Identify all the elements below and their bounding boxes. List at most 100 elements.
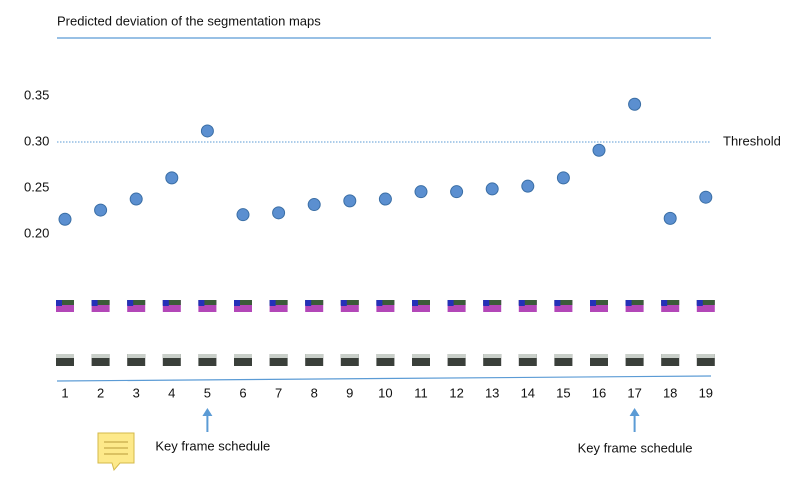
y-tick-label: 0.35 [24, 87, 49, 102]
note-icon [97, 432, 135, 472]
segmentation-thumbnail-sky [518, 300, 525, 306]
y-tick-label: 0.20 [24, 225, 49, 240]
annotation-label: Key frame schedule [155, 438, 270, 453]
segmentation-thumbnail-top [376, 300, 395, 305]
segmentation-thumbnail-sky [554, 300, 561, 306]
segmentation-thumbnail-sky [91, 300, 98, 306]
data-point [165, 171, 179, 185]
segmentation-thumbnail-sky [269, 300, 276, 306]
frame-thumbnail-sky [447, 354, 466, 358]
data-point [343, 194, 357, 208]
segmentation-thumbnail-top [590, 300, 608, 305]
chart-title: Predicted deviation of the segmentation … [57, 13, 321, 28]
frame-thumbnail-sky [340, 354, 359, 358]
segmentation-thumbnail-top [56, 300, 74, 305]
data-point [236, 208, 250, 222]
segmentation-thumbnail-sky [661, 300, 668, 306]
segmentation-thumbnail-sky [340, 300, 347, 306]
segmentation-thumbnail-sky [234, 300, 240, 306]
x-tick-label: 3 [133, 385, 140, 400]
x-tick-label: 15 [556, 385, 570, 400]
segmentation-thumbnail-sky [376, 300, 383, 306]
segmentation-thumbnail-sky [127, 300, 134, 306]
x-tick-label: 17 [627, 385, 641, 400]
data-point [129, 192, 143, 206]
data-point [58, 212, 72, 226]
segmentation-thumbnail-top [269, 300, 288, 305]
segmentation-thumbnail-top [162, 300, 181, 305]
x-tick-label: 7 [275, 385, 282, 400]
x-tick-label: 19 [699, 385, 713, 400]
data-point [307, 198, 321, 212]
segmentation-thumbnail-top [447, 300, 466, 305]
x-tick-label: 14 [521, 385, 535, 400]
segmentation-thumbnail-sky [305, 300, 312, 306]
frame-thumbnail-sky [483, 354, 502, 358]
frame-thumbnail-sky [376, 354, 395, 358]
y-tick-label: 0.25 [24, 179, 49, 194]
segmentation-thumbnail-sky [447, 300, 454, 306]
segmentation-thumbnail-top [305, 300, 324, 305]
segmentation-thumbnail-sky [696, 300, 703, 306]
segmentation-thumbnail-sky [412, 300, 418, 306]
frame-thumbnail-sky [554, 354, 573, 358]
segmentation-thumbnail-top [696, 300, 715, 305]
x-tick-label: 18 [663, 385, 677, 400]
segmentation-thumbnail-top [234, 300, 252, 305]
x-tick-label: 9 [346, 385, 353, 400]
data-point [272, 206, 286, 220]
segmentation-thumbnail-sky [590, 300, 596, 306]
frame-thumbnail-sky [269, 354, 288, 358]
annotation-arrowhead [629, 408, 640, 416]
x-tick-label: 10 [378, 385, 392, 400]
segmentation-thumbnail-top [127, 300, 146, 305]
data-point [414, 185, 428, 199]
segmentation-thumbnail-top [340, 300, 359, 305]
data-point [556, 171, 570, 185]
segmentation-thumbnail-top [412, 300, 430, 305]
segmentation-thumbnail-top [483, 300, 502, 305]
x-tick-label: 5 [204, 385, 211, 400]
segmentation-thumbnail-top [518, 300, 537, 305]
data-point [94, 203, 108, 217]
x-tick-label: 11 [414, 385, 428, 400]
x-tick-label: 12 [449, 385, 463, 400]
frame-thumbnail-sky [625, 354, 644, 358]
annotation-arrowhead [202, 408, 213, 416]
data-point [699, 190, 713, 204]
frame-thumbnail-sky [412, 354, 430, 358]
x-axis-line [56, 375, 712, 382]
segmentation-thumbnail-sky [198, 300, 205, 306]
segmentation-thumbnail-sky [483, 300, 490, 306]
threshold-label: Threshold [723, 133, 781, 148]
frame-thumbnail-sky [56, 354, 74, 358]
segmentation-thumbnail-sky [56, 300, 62, 306]
data-point [521, 179, 535, 193]
segmentation-thumbnail-sky [162, 300, 169, 306]
data-point [485, 182, 499, 196]
frame-thumbnail-sky [198, 354, 217, 358]
x-tick-label: 4 [168, 385, 175, 400]
x-tick-label: 16 [592, 385, 606, 400]
x-tick-label: 2 [97, 385, 104, 400]
segmentation-thumbnail-top [625, 300, 644, 305]
frame-thumbnail-sky [696, 354, 715, 358]
frame-thumbnail-sky [162, 354, 181, 358]
segmentation-thumbnail-sky [625, 300, 632, 306]
data-point [450, 185, 464, 199]
x-tick-label: 6 [239, 385, 246, 400]
frame-thumbnail-sky [518, 354, 537, 358]
segmentation-thumbnail-top [554, 300, 573, 305]
segmentation-thumbnail-top [91, 300, 110, 305]
y-tick-label: 0.30 [24, 133, 49, 148]
frame-thumbnail-sky [127, 354, 146, 358]
data-point [378, 192, 392, 206]
data-point [628, 97, 642, 111]
x-tick-label: 13 [485, 385, 499, 400]
x-tick-label: 1 [61, 385, 68, 400]
frame-thumbnail-sky [305, 354, 324, 358]
x-tick-label: 8 [311, 385, 318, 400]
frame-thumbnail-sky [590, 354, 608, 358]
segmentation-thumbnail-top [198, 300, 217, 305]
